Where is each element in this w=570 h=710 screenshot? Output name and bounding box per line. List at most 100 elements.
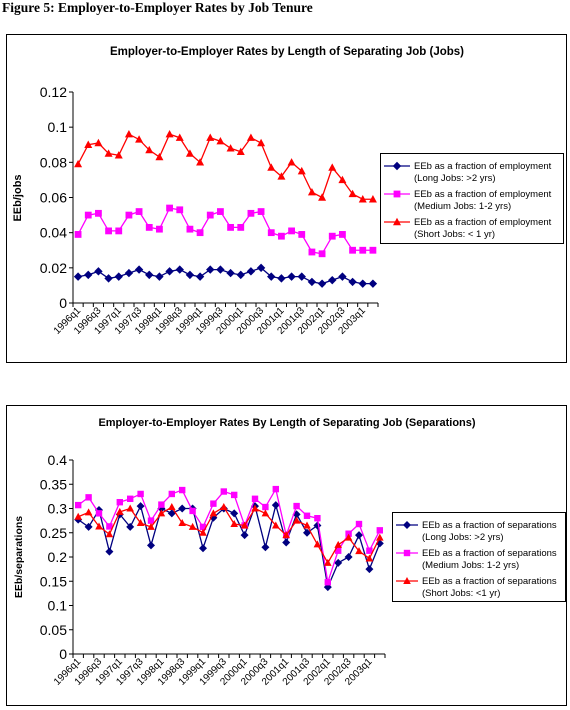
y-tick-label: 0.2 <box>48 549 68 565</box>
separations-data-point <box>199 523 207 531</box>
jobs-data-point <box>317 279 327 288</box>
jobs-data-point <box>115 227 123 235</box>
legend-label: (Medium Jobs: 1-2 yrs) <box>422 560 519 571</box>
jobs-data-point <box>145 270 154 280</box>
y-tick-label: 0.15 <box>40 573 67 589</box>
jobs-series-square <box>74 204 377 258</box>
jobs-data-point <box>196 229 204 237</box>
legend-label: (Long Jobs: >2 yrs) <box>414 173 496 184</box>
separations-data-point <box>189 507 196 515</box>
separations-data-point <box>314 515 321 522</box>
jobs-data-point <box>318 250 326 258</box>
jobs-data-point <box>84 140 93 148</box>
jobs-data-point <box>349 246 356 254</box>
legend-swatch-marker <box>393 190 401 198</box>
jobs-data-point <box>318 193 327 201</box>
jobs-data-point <box>307 277 317 287</box>
separations-data-point <box>344 533 353 541</box>
separations-data-point <box>366 547 373 554</box>
jobs-data-point <box>145 145 154 154</box>
separations-data-point <box>293 502 300 510</box>
jobs-data-point <box>256 263 266 273</box>
jobs-data-point <box>338 175 347 184</box>
jobs-data-point <box>338 272 347 281</box>
separations-data-point <box>231 491 238 499</box>
chart-jobs-ylabel: EEb/jobs <box>12 174 24 221</box>
separations-data-point <box>251 495 259 502</box>
legend-label: EEb as a fraction of employment <box>414 189 552 200</box>
jobs-data-point <box>267 272 276 281</box>
jobs-data-point <box>105 227 112 235</box>
separations-data-point <box>136 502 145 511</box>
jobs-data-point <box>175 265 184 274</box>
separations-data-point <box>168 490 175 498</box>
jobs-data-point <box>195 272 205 281</box>
jobs-data-point <box>206 265 215 274</box>
jobs-data-point <box>124 268 134 278</box>
jobs-data-point <box>125 211 133 219</box>
separations-data-point <box>355 520 363 528</box>
separations-data-point <box>85 494 92 501</box>
separations-data-point <box>157 509 166 517</box>
y-tick-label: 0.1 <box>48 598 68 614</box>
jobs-data-point <box>165 130 174 138</box>
separations-data-point <box>251 504 259 512</box>
separations-data-point <box>272 521 280 529</box>
separations-data-point <box>158 501 165 508</box>
jobs-series-line <box>77 133 373 200</box>
jobs-data-point <box>217 208 224 215</box>
jobs-data-point <box>104 274 113 283</box>
jobs-data-point <box>278 232 285 240</box>
separations-data-point <box>84 522 93 531</box>
separations-data-point <box>178 519 186 527</box>
separations-data-point <box>282 531 290 539</box>
legend-swatch-marker <box>392 161 402 171</box>
separations-data-point <box>116 498 123 506</box>
legend-label: EEb as a fraction of separations <box>422 520 557 531</box>
separations-data-point <box>210 500 217 507</box>
separations-data-point <box>199 544 207 553</box>
separations-data-point <box>199 528 207 536</box>
jobs-data-point <box>328 232 336 240</box>
y-tick-label: 0 <box>59 295 67 311</box>
jobs-data-point <box>359 246 367 254</box>
separations-data-point <box>240 531 249 540</box>
jobs-data-point <box>135 208 143 215</box>
jobs-data-point <box>288 227 295 235</box>
jobs-data-point <box>287 158 296 166</box>
separations-data-point <box>105 547 114 556</box>
jobs-data-point <box>95 209 102 217</box>
separations-data-point <box>282 538 291 547</box>
jobs-data-point <box>114 272 123 281</box>
separations-data-point <box>365 565 374 574</box>
separations-data-point <box>262 503 269 511</box>
chart-separations-axes: 0 0.05 0.1 0.15 0.2 0.25 0.3 0.35 0.4 <box>40 452 386 662</box>
legend-label: EEb as a fraction of employment <box>414 161 552 172</box>
y-tick-label: 0.35 <box>40 476 67 492</box>
chart-jobs-series <box>73 130 378 288</box>
y-tick-label: 0.3 <box>48 501 68 517</box>
chart-jobs: Employer-to-Employer Rates by Length of … <box>6 34 567 363</box>
jobs-data-point <box>226 268 235 278</box>
separations-data-point <box>355 531 363 540</box>
y-tick-label: 0.12 <box>40 84 67 100</box>
jobs-data-point <box>135 135 144 143</box>
separations-data-point <box>230 509 239 518</box>
separations-data-point <box>75 501 82 509</box>
jobs-data-point <box>328 163 337 171</box>
separations-data-point <box>127 495 134 502</box>
separations-data-point <box>261 543 270 552</box>
jobs-data-point <box>297 166 306 175</box>
jobs-data-point <box>267 229 275 237</box>
jobs-data-point <box>94 267 103 276</box>
jobs-data-point <box>247 209 255 217</box>
chart-separations-legend-box <box>392 512 566 602</box>
separations-data-point <box>272 485 279 493</box>
jobs-data-point <box>84 211 92 219</box>
separations-data-point <box>335 547 342 554</box>
jobs-data-point <box>348 189 357 198</box>
separations-data-point <box>147 541 155 550</box>
jobs-series-triangle <box>74 130 377 203</box>
y-tick-label: 0.04 <box>40 225 67 241</box>
legend-label: (Long Jobs: >2 yrs) <box>422 532 504 543</box>
